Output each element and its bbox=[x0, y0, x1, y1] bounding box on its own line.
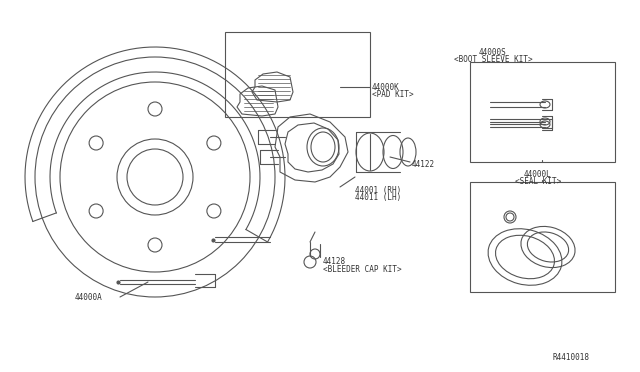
Text: <BOOT SLEEVE KIT>: <BOOT SLEEVE KIT> bbox=[454, 55, 532, 64]
Text: 44000A: 44000A bbox=[75, 292, 103, 301]
Bar bbox=[470, 182, 615, 292]
Text: 44001 (RH): 44001 (RH) bbox=[355, 186, 401, 195]
Text: <BLEEDER CAP KIT>: <BLEEDER CAP KIT> bbox=[323, 264, 402, 273]
Text: <SEAL KIT>: <SEAL KIT> bbox=[515, 176, 561, 186]
Text: 44128: 44128 bbox=[323, 257, 346, 266]
Text: 44000K: 44000K bbox=[372, 83, 400, 92]
Text: 44011 (LH): 44011 (LH) bbox=[355, 192, 401, 202]
Bar bbox=[470, 62, 615, 162]
Text: R4410018: R4410018 bbox=[553, 353, 590, 362]
Text: <PAD KIT>: <PAD KIT> bbox=[372, 90, 413, 99]
Bar bbox=[225, 32, 370, 117]
Text: 44122: 44122 bbox=[412, 160, 435, 169]
Text: 44000S: 44000S bbox=[479, 48, 507, 57]
Text: 44000L: 44000L bbox=[524, 170, 552, 179]
